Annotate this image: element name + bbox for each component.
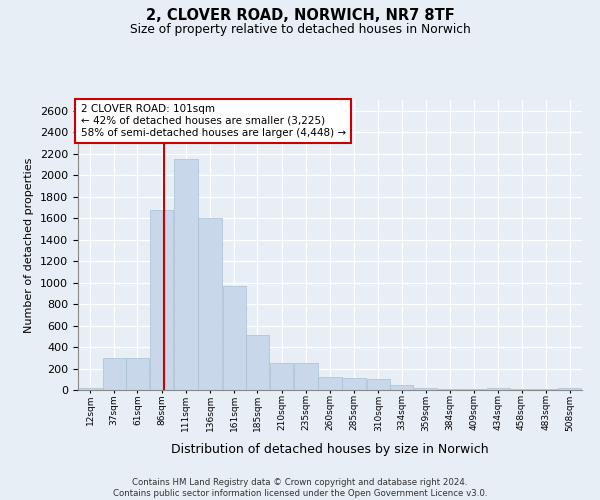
Bar: [223, 286, 246, 390]
Bar: [174, 159, 197, 390]
Bar: [199, 218, 222, 390]
Bar: [390, 385, 413, 390]
Text: Size of property relative to detached houses in Norwich: Size of property relative to detached ho…: [130, 22, 470, 36]
Bar: [558, 388, 581, 390]
Text: 2, CLOVER ROAD, NORWICH, NR7 8TF: 2, CLOVER ROAD, NORWICH, NR7 8TF: [146, 8, 454, 22]
Bar: [318, 377, 342, 390]
Bar: [246, 335, 269, 390]
Bar: [294, 364, 317, 390]
Bar: [270, 364, 293, 390]
Bar: [103, 358, 126, 390]
Bar: [414, 388, 437, 390]
Y-axis label: Number of detached properties: Number of detached properties: [25, 158, 34, 332]
Bar: [487, 388, 510, 390]
Text: Contains HM Land Registry data © Crown copyright and database right 2024.
Contai: Contains HM Land Registry data © Crown c…: [113, 478, 487, 498]
Text: 2 CLOVER ROAD: 101sqm
← 42% of detached houses are smaller (3,225)
58% of semi-d: 2 CLOVER ROAD: 101sqm ← 42% of detached …: [80, 104, 346, 138]
Bar: [126, 358, 149, 390]
Bar: [438, 389, 461, 390]
Bar: [343, 378, 366, 390]
Bar: [367, 380, 390, 390]
Text: Distribution of detached houses by size in Norwich: Distribution of detached houses by size …: [171, 442, 489, 456]
Bar: [150, 210, 173, 390]
Bar: [79, 388, 102, 390]
